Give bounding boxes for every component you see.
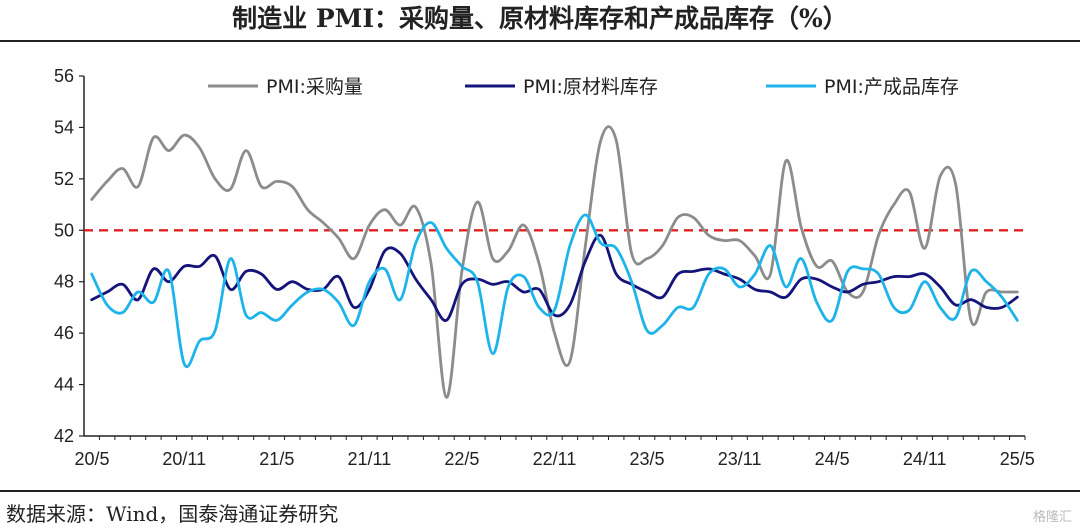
- x-tick-label: 22/5: [444, 449, 479, 469]
- series-line-purchase: [90, 125, 1019, 399]
- y-tick-label: 42: [54, 426, 74, 446]
- y-tick-label: 44: [54, 375, 74, 395]
- x-tick-label: 23/11: [718, 449, 762, 469]
- y-tick-label: 54: [54, 117, 74, 137]
- x-tick-label: 24/5: [815, 449, 850, 469]
- axes: 42 44 46 48 50 52 54 56 20/5 20/11 21/5 21/11 22/5 22…: [54, 66, 1035, 469]
- x-tick-label: 22/11: [533, 449, 577, 469]
- y-tick-label: 48: [54, 272, 74, 292]
- series-line-raw: [90, 233, 1019, 322]
- y-tick-label: 50: [54, 220, 74, 240]
- series-line-finished: [90, 213, 1019, 368]
- source-rule: [0, 490, 1080, 492]
- y-tick-label: 52: [54, 169, 74, 189]
- y-tick-label: 56: [54, 66, 74, 86]
- series-lines: [90, 125, 1019, 399]
- x-tick-label: 21/11: [348, 449, 392, 469]
- source-note: 数据来源：Wind，国泰海通证券研究: [6, 502, 339, 526]
- y-tick-label: 46: [54, 323, 74, 343]
- legend: PMI:采购量 PMI:原材料库存 PMI:产成品库存: [208, 76, 959, 98]
- x-tick-label: 24/11: [903, 449, 947, 469]
- title-rule: [0, 40, 1080, 42]
- x-tick-label: 20/5: [74, 449, 109, 469]
- legend-label-raw: PMI:原材料库存: [523, 76, 658, 98]
- x-tick-label: 25/5: [1000, 449, 1035, 469]
- legend-label-purchase: PMI:采购量: [266, 76, 363, 98]
- chart-title: 制造业 PMI：采购量、原材料库存和产成品库存（%）: [232, 4, 848, 33]
- x-tick-label: 20/11: [162, 449, 206, 469]
- x-tick-label: 21/5: [259, 449, 294, 469]
- legend-label-finished: PMI:产成品库存: [824, 76, 959, 98]
- x-tick-label: 23/5: [630, 449, 665, 469]
- watermark: 格隆汇: [1032, 510, 1072, 525]
